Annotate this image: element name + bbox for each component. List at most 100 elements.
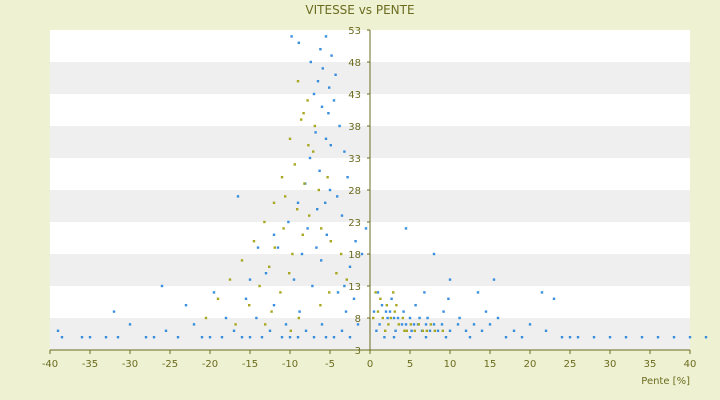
data-point xyxy=(144,336,148,339)
data-point xyxy=(296,208,299,211)
data-point xyxy=(423,291,426,294)
data-point xyxy=(304,329,308,332)
data-point xyxy=(240,336,244,339)
data-point xyxy=(320,323,324,326)
data-point xyxy=(328,86,331,89)
data-point xyxy=(447,297,450,300)
data-point xyxy=(560,336,564,339)
data-point xyxy=(308,214,311,217)
data-point xyxy=(88,336,92,339)
data-point xyxy=(395,304,398,307)
data-point xyxy=(401,316,404,320)
data-point xyxy=(319,48,322,51)
data-point xyxy=(272,201,276,204)
data-point xyxy=(624,336,628,339)
x-axis-title: Pente [%] xyxy=(641,376,690,387)
data-point xyxy=(296,201,300,204)
data-point xyxy=(296,336,300,339)
data-point xyxy=(116,336,120,339)
data-point xyxy=(327,112,330,115)
data-point xyxy=(468,336,472,339)
data-point xyxy=(387,323,390,326)
data-point xyxy=(279,291,282,294)
data-point xyxy=(280,176,284,179)
data-point xyxy=(306,227,309,230)
data-point xyxy=(385,304,388,307)
data-point xyxy=(287,220,290,224)
x-tick-label: 5 xyxy=(407,359,413,370)
data-point xyxy=(314,131,317,134)
data-point xyxy=(383,336,386,339)
data-point xyxy=(252,240,256,243)
data-point xyxy=(418,316,421,320)
data-point xyxy=(336,195,339,198)
data-point xyxy=(284,195,287,198)
data-point xyxy=(408,316,412,320)
data-point xyxy=(456,323,460,326)
data-point xyxy=(343,284,346,288)
data-point xyxy=(345,278,348,281)
data-point xyxy=(520,336,524,339)
data-point xyxy=(448,278,452,281)
data-point xyxy=(324,35,328,38)
data-point xyxy=(384,310,388,313)
data-point xyxy=(128,323,132,326)
data-point xyxy=(272,233,276,236)
data-point xyxy=(324,336,328,339)
data-point xyxy=(472,323,476,326)
data-point xyxy=(568,336,572,339)
data-point xyxy=(291,252,294,256)
data-point xyxy=(329,144,332,147)
x-tick-label: -35 xyxy=(82,359,98,370)
data-point xyxy=(480,329,484,332)
data-point xyxy=(464,329,468,332)
data-point xyxy=(244,297,248,300)
data-point xyxy=(424,336,428,339)
data-point xyxy=(405,329,408,332)
data-point xyxy=(496,316,500,320)
data-point xyxy=(360,252,364,256)
data-point xyxy=(256,246,260,249)
x-tick-label: 40 xyxy=(684,359,697,370)
data-point xyxy=(379,297,382,300)
data-point xyxy=(392,316,396,320)
data-point xyxy=(413,329,416,332)
y-tick-label: 23 xyxy=(348,218,361,229)
y-tick-label: 48 xyxy=(348,58,361,69)
data-point xyxy=(290,35,293,38)
chart-title: VITESSE vs PENTE xyxy=(305,3,414,17)
data-point xyxy=(340,252,343,256)
data-point xyxy=(374,291,377,294)
data-point xyxy=(276,246,280,249)
data-point xyxy=(301,233,304,236)
data-point xyxy=(318,169,321,172)
data-point xyxy=(354,240,357,243)
data-point xyxy=(164,329,168,332)
data-point xyxy=(320,259,323,262)
data-point xyxy=(297,316,300,320)
data-point xyxy=(80,336,84,339)
y-tick-label: 13 xyxy=(348,282,361,293)
x-tick-label: 35 xyxy=(644,359,657,370)
data-point xyxy=(426,316,429,320)
data-point xyxy=(476,291,480,294)
data-point xyxy=(307,144,310,147)
data-point xyxy=(394,329,397,332)
data-point xyxy=(316,208,319,211)
data-point xyxy=(441,329,444,332)
data-point xyxy=(552,297,556,300)
data-point xyxy=(220,336,224,339)
data-point xyxy=(184,304,188,307)
data-point xyxy=(330,54,333,57)
data-point xyxy=(264,323,267,326)
y-tick-label: 33 xyxy=(348,154,361,165)
data-point xyxy=(433,329,436,332)
data-point xyxy=(315,246,318,249)
data-point xyxy=(340,329,344,332)
data-point xyxy=(228,278,232,281)
data-point xyxy=(444,336,448,339)
data-point xyxy=(240,259,244,262)
data-point xyxy=(458,316,461,320)
data-point xyxy=(312,150,315,153)
data-point xyxy=(248,278,252,281)
